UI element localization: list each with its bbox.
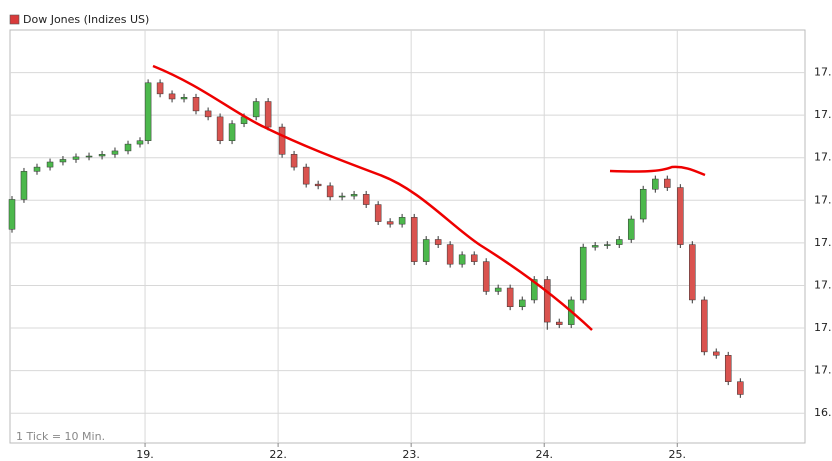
candle-body — [627, 218, 635, 240]
candle-body — [639, 188, 647, 220]
candle-body — [494, 287, 502, 292]
y-tick-label: 17.1 — [814, 278, 832, 291]
candle-body — [713, 351, 720, 356]
candle-body — [20, 171, 28, 200]
candle-body — [326, 185, 334, 198]
candle-body — [519, 299, 526, 308]
x-tick-label: 25. — [669, 448, 687, 461]
candle-body — [544, 279, 551, 323]
candle-body — [737, 381, 744, 395]
candle-body — [72, 156, 80, 160]
candle-body — [689, 244, 696, 301]
candle-body — [677, 187, 684, 245]
candle-body — [410, 217, 418, 262]
candle-body — [33, 166, 41, 172]
candle-body — [338, 195, 346, 198]
candle-body — [724, 355, 732, 382]
legend: Dow Jones (Indizes US) — [9, 13, 149, 26]
x-tick-label: 19. — [136, 448, 154, 461]
candle-body — [591, 245, 599, 248]
y-tick-label: 17.1 — [814, 236, 832, 249]
candle-body — [111, 150, 119, 155]
y-tick-label: 17.0 — [814, 364, 832, 377]
candle-body — [8, 199, 16, 230]
candle-body — [482, 261, 490, 292]
candle-body — [422, 239, 430, 262]
candle-body — [252, 101, 260, 118]
candle-body — [506, 287, 514, 308]
candle-body — [168, 93, 176, 100]
candle-body — [216, 116, 224, 141]
x-tick-label: 23. — [402, 448, 420, 461]
plot-frame — [9, 29, 806, 444]
x-tick-label: 22. — [269, 448, 287, 461]
candle-body — [604, 244, 611, 246]
tick-note: 1 Tick = 10 Min. — [16, 430, 105, 443]
y-tick-label: 17.2 — [814, 151, 832, 164]
candle-body — [530, 279, 538, 301]
candle-body — [398, 217, 406, 225]
candle-body — [386, 221, 394, 225]
y-tick-label: 16.9 — [814, 406, 832, 419]
candle-body — [616, 239, 623, 245]
candle-body — [192, 97, 200, 112]
candle-body — [204, 110, 212, 118]
candle-body — [314, 183, 322, 187]
candle-body — [59, 159, 67, 163]
candle-body — [136, 140, 144, 145]
candle-body — [434, 239, 442, 245]
candle-body — [302, 166, 310, 185]
candle-body — [701, 299, 708, 353]
candle-body — [555, 321, 563, 325]
candle-body — [290, 154, 298, 168]
y-tick-label: 17.0 — [814, 321, 832, 334]
candle-body — [156, 82, 164, 95]
candle-body — [228, 123, 236, 141]
candle-body — [98, 154, 106, 157]
legend-swatch — [9, 14, 20, 25]
candle-body — [46, 161, 54, 168]
x-tick-label: 24. — [535, 448, 553, 461]
candle-body — [446, 244, 454, 265]
trend-annotation — [609, 165, 706, 177]
y-tick-label: 17.2 — [814, 193, 832, 206]
candle-body — [180, 97, 188, 100]
candle-body — [144, 82, 152, 141]
candle-body — [362, 194, 370, 205]
candle-body — [124, 143, 132, 152]
candle-body — [652, 178, 659, 190]
trend-annotation — [152, 64, 593, 331]
candle-body — [85, 155, 93, 158]
candle-body — [374, 204, 382, 222]
candle-body — [350, 194, 358, 197]
y-tick-label: 17.3 — [814, 66, 832, 79]
candle-body — [579, 246, 587, 301]
candle-body — [264, 101, 272, 128]
candle-body — [470, 254, 478, 262]
candle-body — [458, 254, 466, 265]
legend-label: Dow Jones (Indizes US) — [23, 13, 149, 26]
candle-body — [664, 178, 671, 188]
candle-body — [278, 126, 286, 155]
y-tick-label: 17.3 — [814, 108, 832, 121]
